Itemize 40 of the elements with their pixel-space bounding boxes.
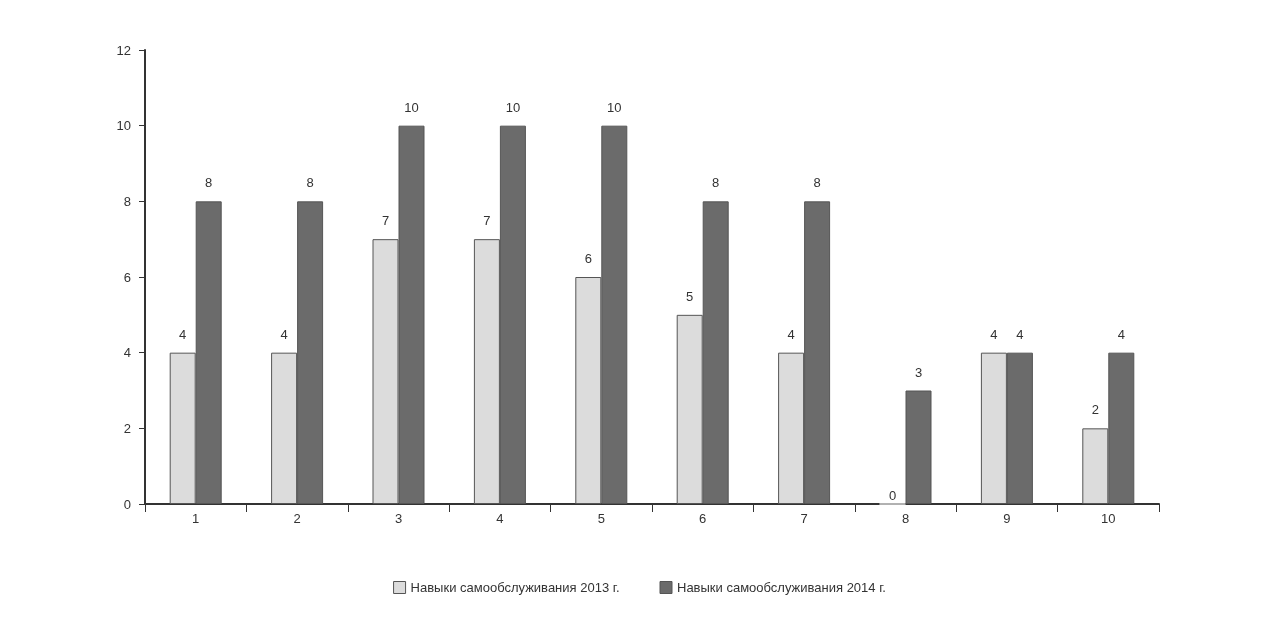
data-label: 2 <box>1091 402 1099 418</box>
data-label: 7 <box>483 213 491 229</box>
bar <box>905 390 932 504</box>
x-tick-label: 2 <box>293 511 301 526</box>
data-label: 8 <box>712 175 720 191</box>
data-label: 8 <box>205 175 213 191</box>
data-label: 3 <box>914 364 923 380</box>
y-tick-label: 10 <box>116 118 131 134</box>
data-label: 10 <box>404 99 419 115</box>
data-label: 8 <box>306 175 314 191</box>
x-tick-label: 8 <box>901 511 910 526</box>
x-tick-label: 6 <box>699 511 707 526</box>
y-tick-label: 0 <box>123 496 131 512</box>
data-label: 10 <box>505 99 521 115</box>
x-tick-label: 5 <box>597 511 605 526</box>
x-tick-label: 3 <box>394 511 403 526</box>
data-label: 5 <box>686 288 694 304</box>
x-tick-label: 7 <box>800 511 808 526</box>
data-label: 0 <box>888 487 897 503</box>
data-label: 4 <box>1016 326 1024 342</box>
x-tick-label: 10 <box>1101 511 1116 526</box>
y-tick-label: 12 <box>116 42 131 58</box>
data-label: 10 <box>607 99 622 115</box>
x-tick-label: 4 <box>496 511 504 526</box>
y-tick-label: 4 <box>123 345 131 361</box>
data-label: 4 <box>280 326 288 342</box>
y-tick-label: 8 <box>123 193 131 209</box>
legend-label: Навыки самообслуживания 2013 г. <box>410 580 620 595</box>
data-label: 4 <box>787 326 795 342</box>
x-tick-label: 9 <box>1003 511 1011 526</box>
data-label: 4 <box>1117 326 1125 342</box>
data-label: 8 <box>813 175 821 191</box>
data-label: 4 <box>179 326 187 342</box>
data-label: 7 <box>381 213 390 229</box>
legend-label: Навыки самообслуживания 2014 г. <box>677 580 886 595</box>
data-label: 4 <box>990 326 998 342</box>
y-tick-label: 6 <box>123 269 131 285</box>
data-label: 6 <box>584 251 592 266</box>
y-tick-label: 2 <box>123 420 131 436</box>
x-tick-label: 1 <box>192 511 200 526</box>
